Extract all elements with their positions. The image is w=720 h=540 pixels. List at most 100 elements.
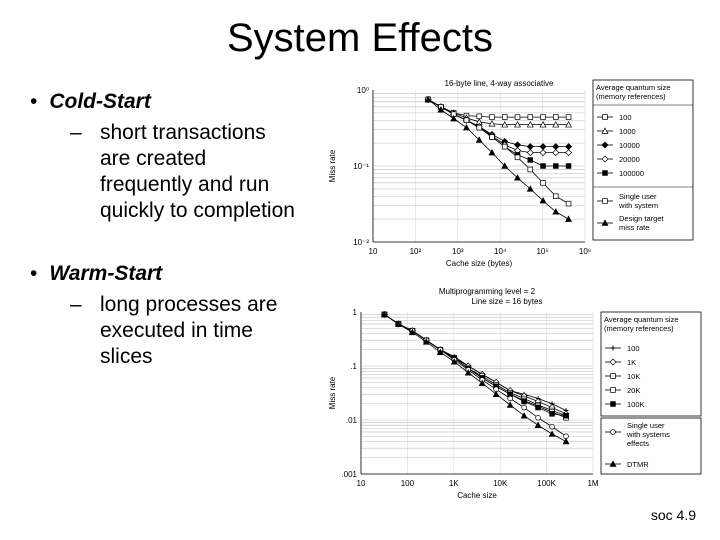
data-point (553, 114, 559, 120)
legend-label: 100000 (619, 169, 644, 178)
chart-title: 16-byte line, 4-way associative (445, 79, 554, 88)
data-point (535, 404, 541, 411)
data-point (565, 114, 572, 120)
data-point (489, 134, 495, 140)
y-tick-label: .1 (350, 362, 357, 371)
legend: Average quantum size(memory references) 1… (600, 311, 702, 475)
data-point (501, 162, 509, 169)
bullet-label: Warm-Start (49, 262, 163, 285)
sub-bullet-warm-start: – long processes are executed in time sl… (70, 292, 330, 372)
data-point (540, 163, 546, 169)
legend-marker (609, 358, 617, 366)
legend-label: 10000 (619, 141, 640, 150)
data-point (540, 114, 546, 120)
data-point (394, 320, 402, 327)
data-point (549, 411, 555, 417)
x-tick-label: 10² (410, 247, 422, 256)
grid (360, 312, 594, 475)
legend-label: 100K (627, 400, 645, 409)
series-5 (425, 96, 572, 207)
legend-box (592, 79, 694, 241)
legend-title: (memory references) (604, 324, 674, 333)
legend-label: 100 (627, 344, 640, 353)
data-point (464, 369, 472, 376)
data-point (552, 208, 560, 215)
y-tick-label: 10⁰ (357, 86, 369, 95)
x-tick-label: 100 (401, 479, 415, 488)
series-1 (424, 95, 573, 128)
data-point (565, 215, 573, 222)
legend-marker (602, 170, 608, 176)
legend-label: Single user with systems effects (626, 421, 670, 448)
data-point (535, 415, 541, 421)
x-tick-label: 10³ (452, 247, 464, 256)
x-tick-label: 10⁶ (579, 247, 591, 256)
data-point (553, 193, 559, 199)
legend-marker (610, 387, 616, 393)
data-point (501, 121, 509, 128)
data-point (521, 398, 527, 405)
data-point (488, 148, 496, 156)
x-tick-label: 10K (493, 479, 508, 488)
data-point (488, 120, 496, 127)
data-point (552, 121, 560, 128)
data-point (526, 143, 534, 151)
bullet-cold-start: • Cold-Start (30, 90, 151, 114)
data-point (514, 154, 521, 161)
x-axis-label: Cache size (457, 491, 497, 500)
data-point (514, 141, 522, 149)
chart-cold-start: 10 10² 10³ 10⁴ 10⁵ 10⁶ 10⁰ 10⁻¹ 10⁻² Cache size (… (328, 79, 694, 268)
data-point (553, 163, 559, 169)
legend-marker (610, 345, 616, 351)
slide-title: System Effects (226, 16, 493, 60)
bullet-label: Cold-Start (49, 90, 151, 113)
legend-marker (601, 219, 609, 226)
legend-label: Single user with system (618, 192, 658, 210)
data-point (476, 113, 482, 120)
legend-marker (601, 155, 609, 163)
series-line (427, 99, 569, 154)
legend-label: 100 (619, 113, 632, 122)
data-point (450, 358, 458, 365)
chart-subtitle: Line size = 16 bytes (472, 297, 543, 306)
legend-marker (610, 429, 616, 435)
series-1 (380, 310, 570, 418)
series-line (384, 314, 567, 437)
series-6 (380, 310, 570, 445)
data-point (527, 114, 534, 120)
y-axis-label: Miss rate (328, 376, 337, 409)
legend-marker (609, 460, 617, 467)
legend-label: 10K (627, 372, 640, 381)
y-tick-label: .001 (341, 470, 357, 479)
y-tick-label: 1 (353, 308, 358, 317)
x-tick-label: 10⁵ (536, 247, 548, 256)
data-point (565, 143, 573, 151)
data-point (526, 185, 534, 192)
series-line (427, 99, 569, 118)
series-4 (425, 96, 572, 169)
x-tick-label: 100K (537, 479, 556, 488)
data-point (514, 114, 521, 120)
sub-bullet-dash: – (70, 293, 82, 316)
legend-label: 20K (627, 386, 640, 395)
x-axis-label: Cache size (bytes) (446, 259, 513, 268)
y-axis-label: Miss rate (328, 149, 337, 182)
data-point (539, 197, 547, 204)
x-tick-label: 1M (587, 479, 598, 488)
bullet-dot: • (30, 262, 38, 285)
data-point (534, 421, 542, 428)
data-point (521, 404, 527, 411)
data-point (422, 338, 430, 345)
slide-footer: soc 4.9 (650, 507, 696, 523)
data-point (436, 348, 444, 355)
data-point (450, 115, 458, 122)
legend-title: Average quantum size (596, 83, 671, 92)
x-tick-label: 10 (369, 247, 378, 256)
data-point (565, 200, 572, 207)
data-point (476, 124, 482, 131)
series-0 (382, 312, 569, 413)
legend-marker (602, 198, 608, 204)
data-point (548, 430, 556, 437)
data-point (408, 328, 416, 336)
bullet-dot: • (30, 90, 38, 113)
